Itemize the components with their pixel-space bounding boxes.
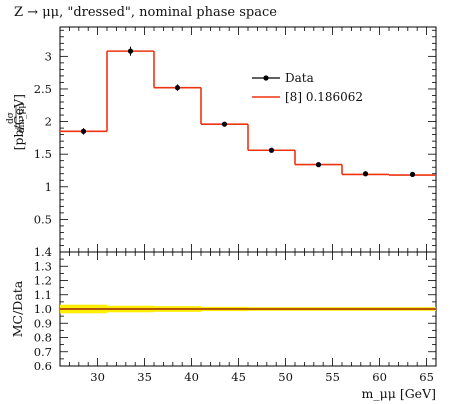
y-tick-label-ratio: 1.0 [34, 302, 52, 316]
data-point [80, 128, 87, 134]
y-tick-label-ratio: 1.3 [34, 259, 52, 273]
y-tick-label-ratio: 0.7 [34, 345, 52, 359]
y-tick-label-upper: 1 [45, 180, 52, 194]
data-point [409, 171, 416, 177]
legend-mc-label: [8] 0.186062 [285, 90, 363, 104]
y-label-unit: [pb/GeV] [11, 94, 26, 150]
legend: Data [8] 0.186062 [252, 71, 363, 104]
y-tick-label-ratio: 1.2 [34, 274, 52, 288]
y-tick-label-ratio: 1.1 [34, 288, 52, 302]
y-tick-label-upper: 3 [45, 49, 52, 63]
y-tick-label-upper: 1.5 [34, 147, 52, 161]
legend-data-marker [263, 75, 269, 81]
x-tick-label: 40 [184, 370, 199, 384]
x-tick-label: 35 [137, 370, 152, 384]
y-label-fraction-denominator: dm_μμ [17, 103, 27, 134]
y-tick-label-upper: 2.5 [34, 82, 52, 96]
data-point [174, 85, 181, 91]
data-point [315, 162, 322, 168]
ratio-panel [59, 251, 437, 367]
y-label-fraction-numerator: dσ [6, 112, 16, 124]
x-tick-label: 65 [419, 370, 434, 384]
x-tick-label: 30 [90, 370, 105, 384]
data-point [362, 171, 369, 177]
y-tick-label-upper: 0.5 [34, 212, 52, 226]
x-tick-label: 50 [278, 370, 293, 384]
data-point [127, 48, 134, 54]
data-point [221, 121, 228, 127]
y-tick-label-ratio: 0.9 [34, 316, 52, 330]
y-axis-label-upper: dσ dm_μμ [pb/GeV] [6, 94, 27, 150]
data-point [268, 147, 275, 153]
chart-title: Z → μμ, "dressed", nominal phase space [14, 5, 277, 20]
upper-panel [59, 26, 437, 253]
x-tick-label: 55 [325, 370, 340, 384]
y-tick-label-upper: 2 [45, 115, 52, 129]
x-axis-label: m_μμ [GeV] [362, 386, 437, 401]
y-axis-label-ratio: MC/Data [10, 280, 25, 337]
x-tick-label: 60 [372, 370, 387, 384]
legend-data-label: Data [285, 71, 314, 85]
x-tick-label: 45 [231, 370, 246, 384]
y-tick-label-ratio: 0.6 [34, 359, 52, 373]
y-tick-label-ratio: 0.8 [34, 331, 52, 345]
y-tick-label-ratio: 1.4 [34, 245, 52, 259]
